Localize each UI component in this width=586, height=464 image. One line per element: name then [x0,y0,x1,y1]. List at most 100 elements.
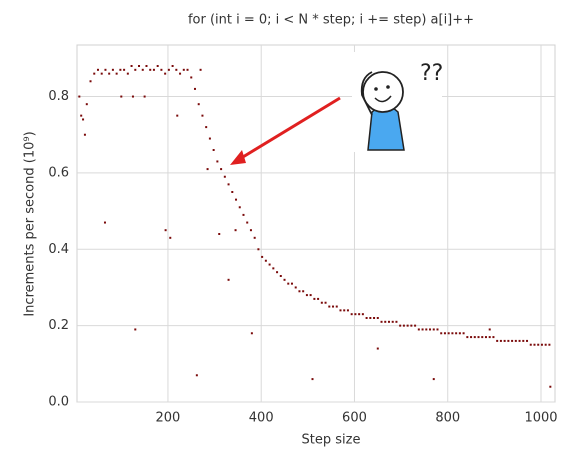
point [268,263,271,266]
point [108,72,111,75]
point [218,233,221,235]
point [103,221,106,224]
point [537,343,540,346]
point [549,385,552,388]
point [272,267,275,270]
point [429,328,432,331]
x-tick-label: 1000 [524,411,557,426]
point [143,95,146,98]
chart-title: for (int i = 0; i < N * step; i += step)… [188,13,474,28]
point [195,374,198,377]
point [548,343,551,346]
point [414,324,417,327]
point [324,301,327,304]
point [287,282,290,285]
point [199,68,202,71]
point [206,168,209,171]
cartoon: ?? [352,52,443,152]
y-tick-label: 0.6 [48,165,69,180]
point [93,72,96,75]
point [544,343,547,346]
point [298,290,301,293]
point [134,68,137,71]
point [104,68,107,71]
point [193,87,196,90]
point [346,309,349,312]
point [276,271,279,274]
point [481,336,484,339]
point [443,332,446,335]
point [190,76,193,79]
point [402,324,405,327]
point [167,68,170,71]
point [496,339,499,342]
arrow [237,96,341,162]
x-axis-label: Step size [302,433,361,448]
point [78,95,81,98]
point [134,328,137,331]
point [257,248,260,251]
point [227,183,230,186]
cartoon-eye [386,85,390,89]
point [387,320,390,323]
point [220,168,223,171]
point [361,313,364,316]
point [447,332,450,335]
point [145,65,148,67]
plot-area: 0.0 0.2 0.4 0.6 0.8 200 400 600 800 1000 [48,44,558,426]
point [328,305,331,308]
point [477,336,480,339]
point [205,126,208,129]
point [440,332,443,335]
cartoon-head [362,71,404,113]
point [89,80,92,83]
point [529,343,532,346]
point [164,72,167,75]
point [208,137,211,140]
point [470,336,473,339]
point [391,320,394,323]
point [458,332,461,335]
point [216,160,219,163]
point [499,339,502,342]
point [264,259,267,262]
point [354,313,357,316]
point [350,313,353,316]
point [313,297,316,300]
point [343,309,346,312]
cartoon-mouth [374,95,392,103]
point [123,68,126,71]
point [96,68,99,71]
point [175,68,178,71]
point [164,229,167,232]
point [320,301,323,304]
point [100,72,103,75]
point [130,65,133,67]
point [179,72,182,75]
point [156,65,159,67]
point [335,305,338,308]
point [358,313,361,316]
point [131,95,134,98]
point [85,103,88,106]
point [83,133,86,136]
point [294,286,297,289]
point [80,114,83,117]
plot-background [76,44,556,403]
point [120,95,123,98]
point [518,339,521,342]
point [141,68,144,71]
point [235,198,238,201]
point [169,236,172,239]
x-tick-label: 600 [342,411,367,426]
y-tick-label: 0.4 [48,242,69,257]
point [488,336,491,339]
point [290,282,293,285]
point [425,328,428,331]
point [242,213,245,216]
point [432,328,435,331]
point [176,114,179,117]
y-axis-label: Increments per second (10⁹) [23,131,38,316]
point [317,297,320,300]
